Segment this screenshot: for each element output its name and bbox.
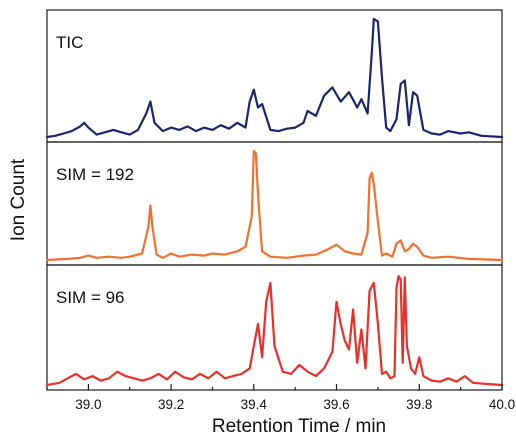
series-line [45, 275, 504, 387]
panel-1: TIC [45, 9, 504, 143]
panel-frame [46, 9, 503, 143]
x-tick-label: 40.0 [489, 397, 515, 412]
panel-frame [46, 141, 503, 266]
series-line [45, 149, 504, 262]
x-tick-label: 39.2 [158, 397, 184, 412]
panel-frame [46, 264, 503, 391]
series-label: SIM = 96 [56, 288, 125, 307]
series-label: TIC [56, 33, 83, 52]
x-tick-label: 39.0 [75, 397, 101, 412]
x-axis-ticks: 39.0 39.2 39.4 39.6 39.8 40.0 [46, 384, 515, 412]
panel-2: SIM = 192 [45, 141, 504, 266]
x-axis-title: Retention Time / min [212, 416, 386, 437]
x-tick-label: 39.6 [323, 397, 349, 412]
series-line [45, 17, 504, 139]
panels: TIC SIM = 192 SIM = 96 [45, 9, 504, 391]
x-tick-label: 39.8 [406, 397, 432, 412]
x-tick-label: 39.4 [241, 397, 268, 412]
panel-3: SIM = 96 [45, 264, 504, 391]
y-axis-title: Ion Count [8, 158, 29, 241]
series-label: SIM = 192 [56, 165, 134, 184]
